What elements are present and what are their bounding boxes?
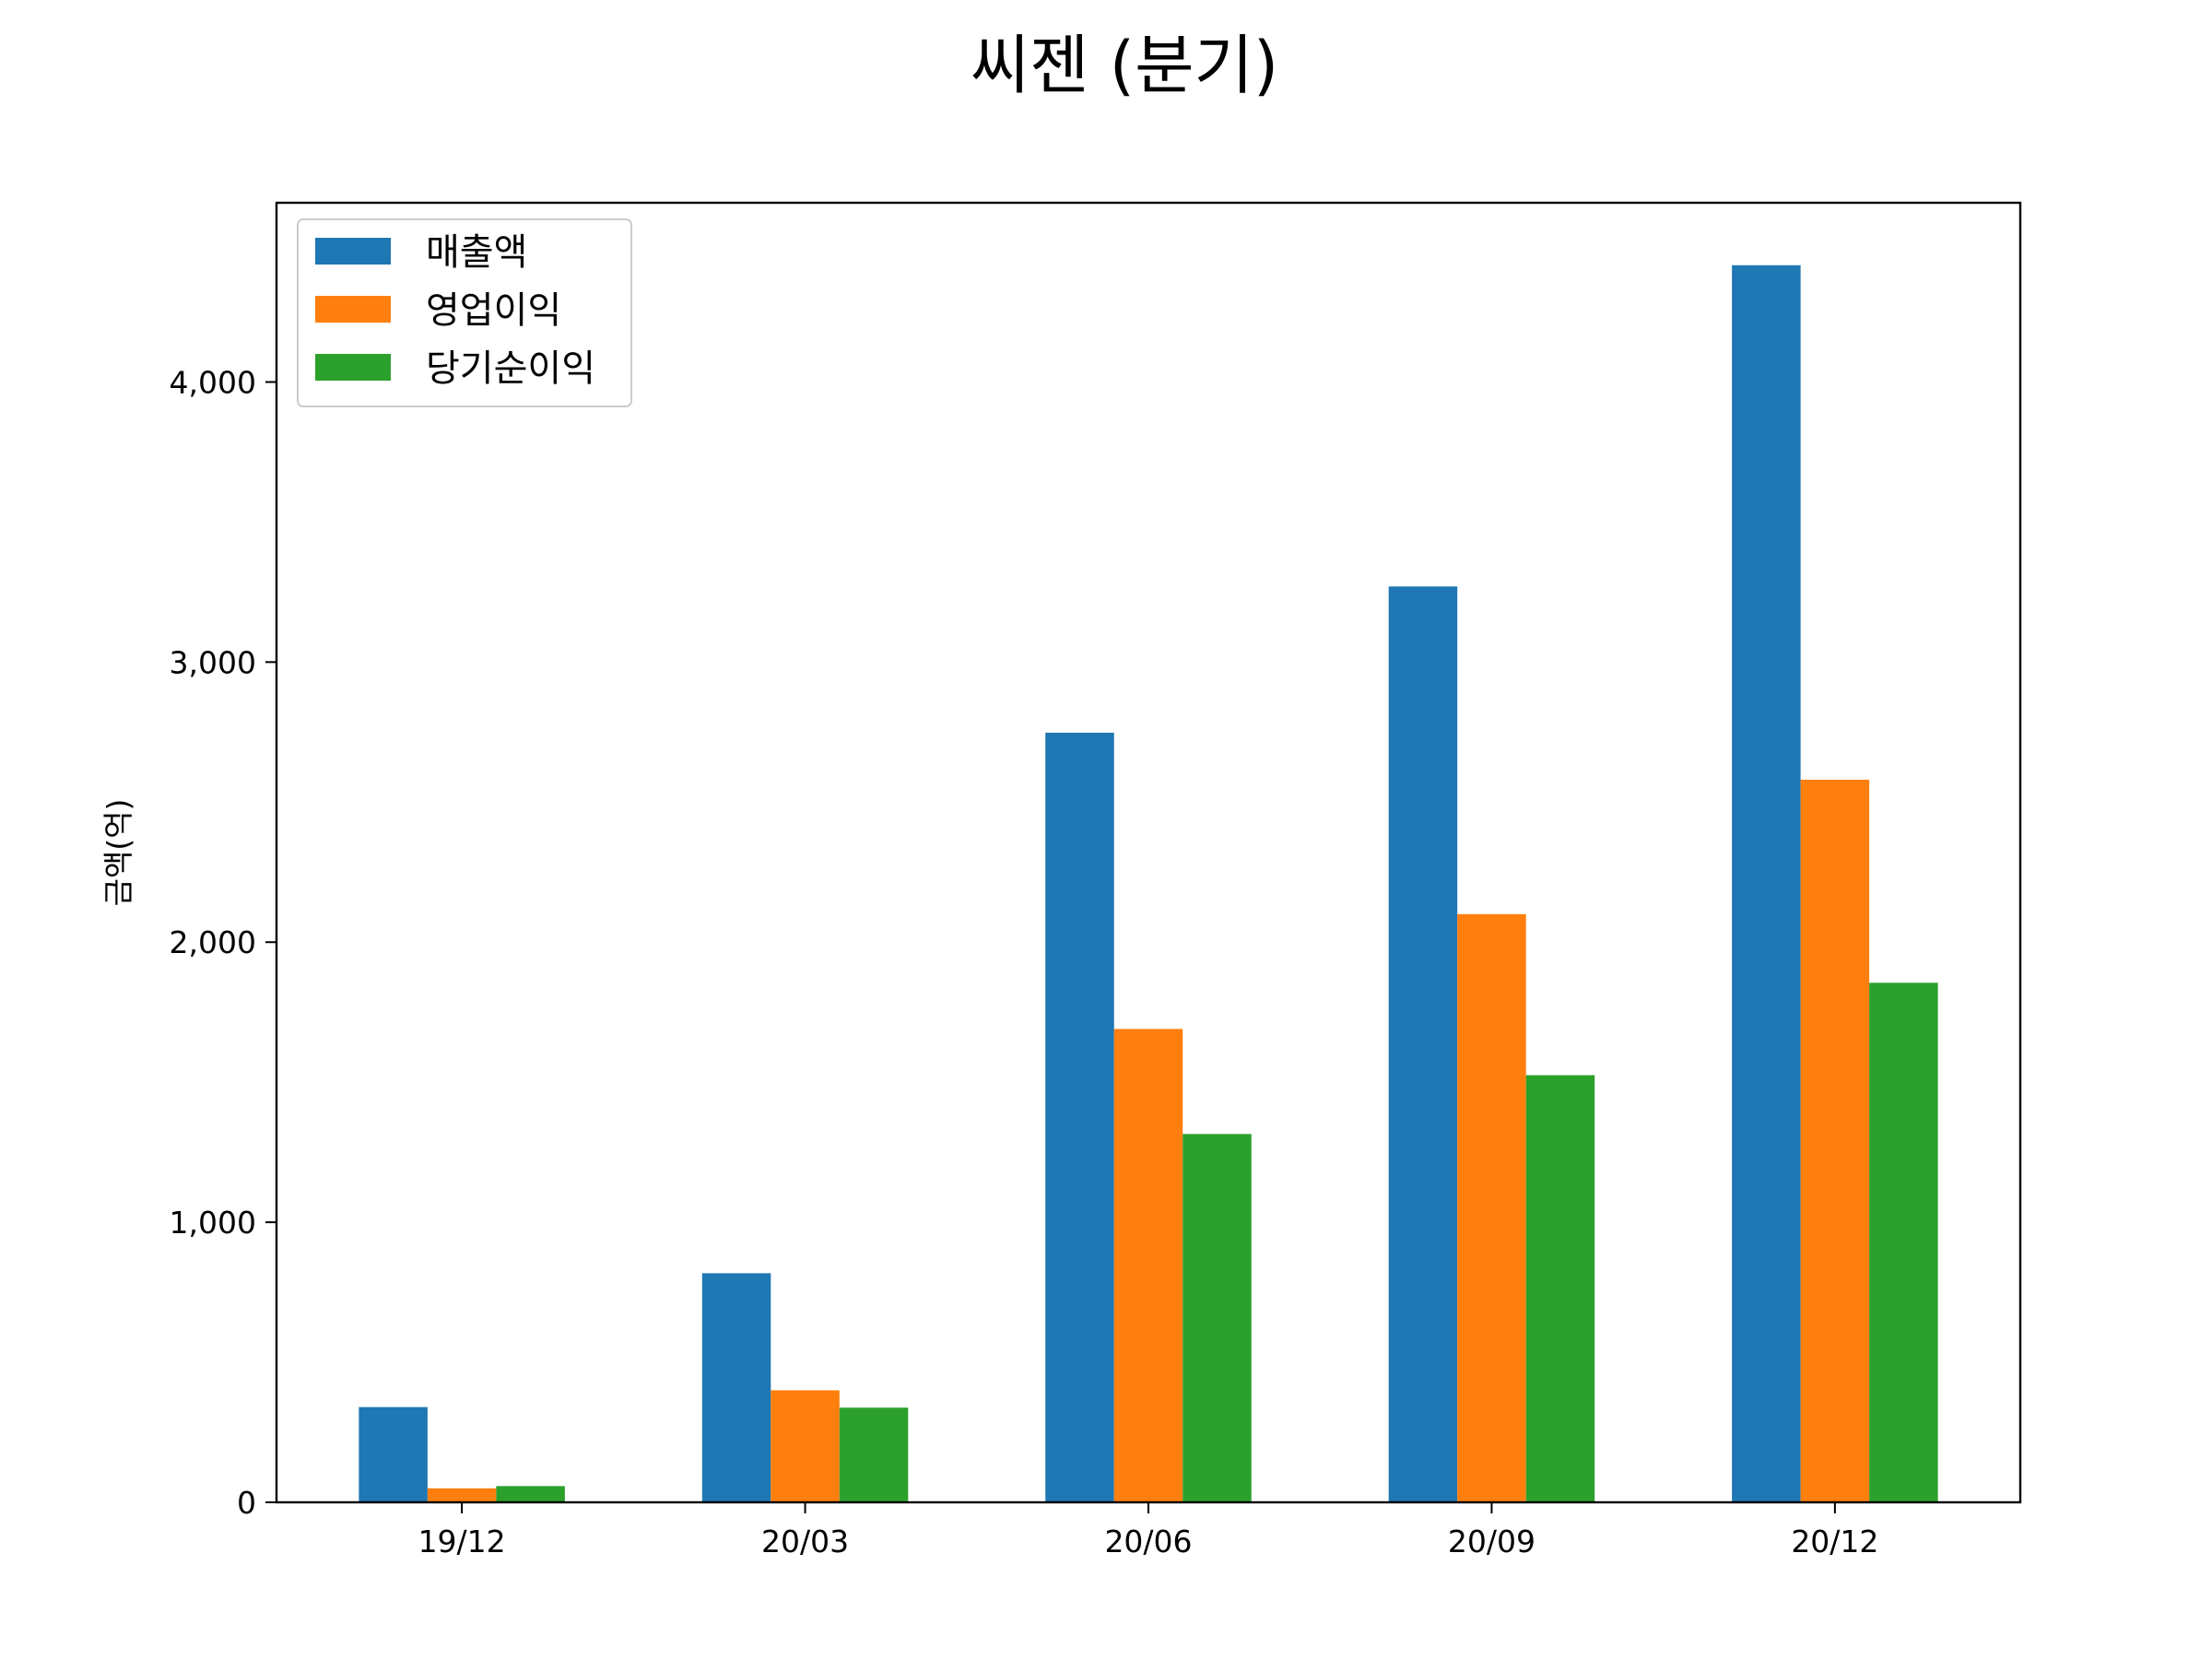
legend-swatch xyxy=(315,354,391,381)
x-tick-label: 20/03 xyxy=(761,1524,849,1559)
bars-layer xyxy=(359,265,1938,1503)
chart-title: 씨젠 (분기) xyxy=(971,28,1278,103)
y-tick-label: 0 xyxy=(237,1485,256,1521)
y-axis: 0 1,000 2,000 3,000 4,000 xyxy=(170,364,276,1521)
y-tick-label: 2,000 xyxy=(170,924,256,960)
bar-3-20-12 xyxy=(1869,982,1938,1502)
bar-2-20-03 xyxy=(771,1390,840,1502)
bar-1-20-09 xyxy=(1388,586,1458,1502)
bar-1-20-06 xyxy=(1045,732,1114,1502)
bar-2-20-12 xyxy=(1800,779,1870,1502)
y-tick-label: 3,000 xyxy=(170,644,256,680)
y-tick-label: 1,000 xyxy=(170,1205,256,1241)
bar-1-20-03 xyxy=(701,1273,771,1502)
y-axis-title: 금액(억) xyxy=(100,799,136,907)
legend-swatch xyxy=(315,296,391,323)
x-tick-label: 19/12 xyxy=(418,1524,506,1559)
bar-3-20-09 xyxy=(1525,1075,1595,1502)
bar-1-19-12 xyxy=(359,1406,428,1502)
bar-2-20-06 xyxy=(1113,1029,1183,1502)
bar-3-19-12 xyxy=(496,1486,565,1503)
x-tick-label: 20/06 xyxy=(1104,1524,1192,1559)
legend-label: 영업이익 xyxy=(426,289,561,332)
y-tick-label: 4,000 xyxy=(170,364,256,400)
legend-swatch xyxy=(315,238,391,265)
x-axis: 19/12 20/03 20/06 20/09 20/12 xyxy=(418,1502,1878,1559)
bar-3-20-03 xyxy=(839,1407,909,1502)
x-tick-label: 20/09 xyxy=(1448,1524,1535,1559)
legend-label: 당기순이익 xyxy=(426,347,595,390)
bar-1-20-12 xyxy=(1732,265,1801,1502)
bar-2-20-09 xyxy=(1457,913,1526,1502)
legend-label: 매출액 xyxy=(426,231,527,274)
bar-3-20-06 xyxy=(1182,1134,1252,1502)
bar-2-19-12 xyxy=(427,1488,497,1502)
x-tick-label: 20/12 xyxy=(1791,1524,1878,1559)
